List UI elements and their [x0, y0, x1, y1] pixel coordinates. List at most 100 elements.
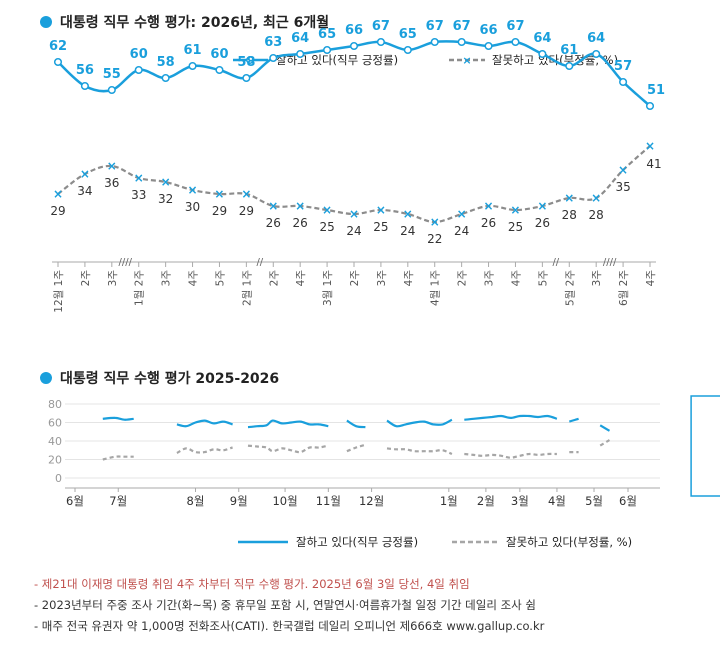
disapprove-data-label: 29: [212, 204, 227, 218]
approve-point: [592, 49, 601, 59]
axis-break-mark: ////: [603, 257, 617, 268]
approve-point: [215, 65, 224, 75]
disapprove-point: ×: [457, 207, 467, 221]
disapprove-point: ×: [53, 187, 63, 201]
approve-data-label: 67: [426, 19, 444, 34]
x-tick-label: 12월: [359, 494, 384, 508]
approve-point: [134, 65, 143, 75]
approve-point: [484, 41, 493, 51]
approve-data-label: 56: [76, 63, 94, 78]
disapprove-data-label: 26: [266, 216, 281, 230]
approve-point: [645, 101, 655, 111]
series-approve: [102, 414, 611, 432]
approve-point: [242, 73, 251, 83]
approve-data-label: 66: [345, 23, 363, 38]
chart1-title-text: 대통령 직무 수행 평가: 2026년, 최근 6개월: [60, 15, 330, 31]
x-tick-label: 11월: [316, 494, 341, 508]
disapprove-data-label: 36: [104, 176, 119, 190]
legend-disapprove-label: 잘못하고 있다(부정률, %): [506, 535, 632, 549]
approve-segment: [464, 414, 558, 421]
x-tick-label: 7월: [109, 494, 127, 508]
disapprove-point: ×: [241, 187, 251, 201]
approve-data-label: 55: [103, 67, 121, 82]
disapprove-data-label: 25: [319, 220, 334, 234]
approve-data-label: 64: [533, 31, 551, 46]
disapprove-data-label: 29: [50, 204, 65, 218]
approve-point: [565, 61, 574, 71]
legend-approve-label: 잘하고 있다(직무 긍정률): [296, 535, 418, 549]
y-tick-label: 40: [48, 435, 62, 448]
chart2-title: 대통령 직무 수행 평가 2025-2026: [40, 368, 279, 388]
x-tick-label: 3월 1주: [322, 270, 334, 306]
x-tick-label: 2월: [477, 494, 495, 508]
disapprove-data-label: 34: [77, 184, 92, 198]
x-tick-label: 5월: [585, 494, 603, 508]
axis-break-mark: //: [256, 257, 263, 268]
approve-point: [511, 37, 520, 47]
x-tick-label: 6월: [619, 494, 637, 508]
disapprove-data-label: 26: [293, 216, 308, 230]
disapprove-segment: [599, 439, 611, 447]
highlight-box: [690, 395, 720, 497]
approve-data-label: 63: [264, 35, 282, 50]
x-tick-label: 4주: [510, 270, 522, 287]
disapprove-point: ×: [618, 163, 628, 177]
disapprove-point: ×: [322, 203, 332, 217]
approve-data-label: 51: [647, 83, 665, 98]
legend-approve-marker: [246, 56, 254, 64]
disapprove-point: ×: [430, 215, 440, 229]
approve-data-label: 60: [210, 47, 228, 62]
chart1-title: 대통령 직무 수행 평가: 2026년, 최근 6개월: [40, 12, 329, 32]
x-tick-label: 6월 2주: [618, 270, 630, 306]
disapprove-data-label: 25: [508, 220, 523, 234]
approve-data-label: 66: [479, 23, 497, 38]
disapprove-data-label: 30: [185, 200, 200, 214]
x-tick-label: 2주: [268, 270, 280, 287]
legend-approve-label: 잘하고 있다(직무 긍정률): [276, 53, 398, 67]
approve-segment: [599, 424, 611, 432]
approve-segment: [102, 416, 134, 421]
x-tick-label: 8월: [187, 494, 205, 508]
x-tick-label: 3주: [376, 270, 388, 287]
x-tick-label: 3주: [484, 270, 496, 287]
footnotes: - 제21대 이재명 대통령 취임 4주 차부터 직무 수행 평가. 2025년…: [34, 574, 544, 637]
disapprove-segment: [102, 455, 134, 461]
approve-point: [80, 81, 89, 91]
disapprove-point: ×: [188, 183, 198, 197]
approve-point: [376, 37, 385, 47]
disapprove-data-label: 26: [481, 216, 496, 230]
approve-data-label: 67: [453, 19, 471, 34]
approve-point: [323, 45, 332, 55]
disapprove-data-label: 32: [158, 192, 173, 206]
chart2-title-text: 대통령 직무 수행 평가 2025-2026: [60, 371, 280, 387]
approve-data-label: 64: [291, 31, 309, 46]
disapprove-point: ×: [403, 207, 413, 221]
disapprove-segment: [247, 444, 329, 454]
x-tick-label: 3주: [591, 270, 603, 287]
disapprove-data-label: 25: [373, 220, 388, 234]
approve-point: [53, 57, 63, 67]
series-disapprove-line: [57, 145, 651, 224]
axis-break-mark: //: [552, 257, 559, 268]
disapprove-segment: [346, 443, 366, 453]
disapprove-point: ×: [645, 139, 655, 153]
bullet-dot-icon: [40, 16, 52, 28]
y-tick-label: 20: [48, 454, 62, 467]
approve-data-label: 62: [49, 39, 67, 54]
chart1-svg: 잘하고 있다(직무 긍정률) × 잘못하고 있다(부정률, %)12월 1주 2주 3주…: [49, 19, 665, 313]
approve-point: [296, 49, 305, 59]
approve-segment: [386, 418, 453, 428]
approve-segment: [247, 419, 329, 429]
footnote-1: - 제21대 이재명 대통령 취임 4주 차부터 직무 수행 평가. 2025년…: [34, 577, 470, 591]
footnote-3: - 매주 전국 유권자 약 1,000명 전화조사(CATI). 한국갤럽 데일…: [34, 619, 545, 633]
disapprove-data-label: 29: [239, 204, 254, 218]
x-tick-label: 1월: [440, 494, 458, 508]
approve-data-label: 67: [372, 19, 390, 34]
approve-data-label: 65: [318, 27, 336, 42]
approve-data-label: 65: [399, 27, 417, 42]
approve-point: [269, 53, 278, 63]
x-tick-label: 4주: [295, 270, 307, 287]
disapprove-data-label: 28: [589, 208, 604, 222]
x-tick-label: 4월: [548, 494, 566, 508]
disapprove-data-label: 35: [615, 180, 630, 194]
